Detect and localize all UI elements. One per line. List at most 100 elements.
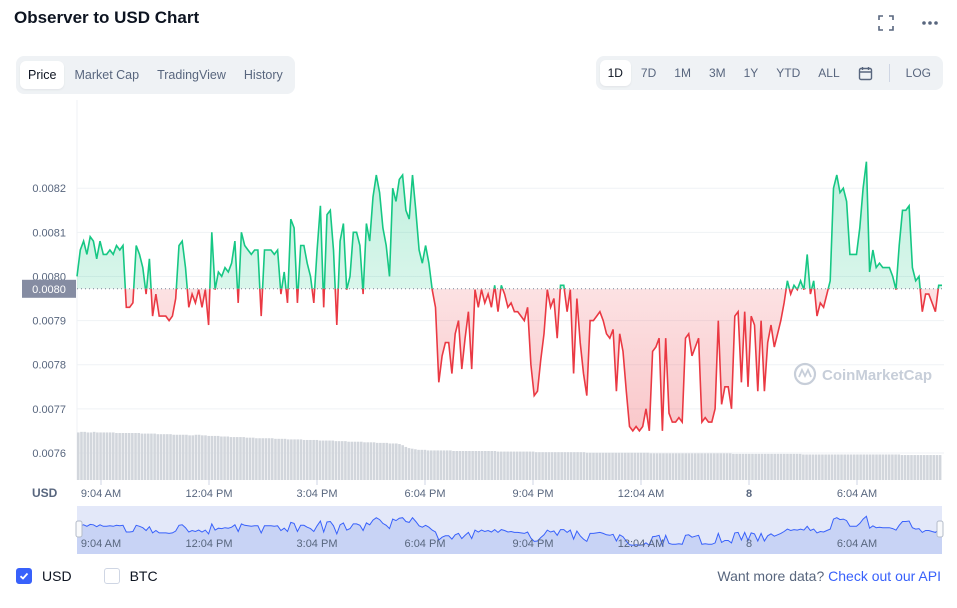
volume-bar <box>455 451 459 480</box>
volume-bar <box>248 437 252 480</box>
range-ytd[interactable]: YTD <box>776 66 801 80</box>
volume-bar <box>700 453 703 480</box>
volume-bar <box>805 454 808 480</box>
volume-bar <box>499 451 503 480</box>
navigator-tick-label: 12:04 AM <box>618 538 664 550</box>
volume-bar <box>239 437 242 480</box>
volume-bar <box>321 440 325 480</box>
volume-bar <box>690 453 694 480</box>
volume-bar <box>391 443 395 480</box>
volume-bar <box>121 433 125 480</box>
volume-bar <box>506 451 509 480</box>
volume-bar <box>105 432 109 480</box>
usd-checkbox[interactable] <box>16 568 32 584</box>
volume-bar <box>821 454 824 480</box>
navigator-handle-right[interactable] <box>936 520 944 538</box>
volume-bar <box>894 454 897 480</box>
volume-bar <box>337 441 341 480</box>
api-promo: Want more data? Check out our API <box>717 568 941 584</box>
range-1y[interactable]: 1Y <box>743 66 759 80</box>
y-tick-label: 0.0079 <box>32 316 66 328</box>
volume-bar <box>811 454 815 480</box>
volume-bar <box>468 451 471 480</box>
volume-bar <box>366 442 369 480</box>
volume-bar <box>92 431 96 480</box>
price-line-up <box>76 161 942 289</box>
volume-bar <box>309 439 312 480</box>
volume-bar <box>360 441 363 480</box>
navigator-handle-left[interactable] <box>75 520 83 538</box>
volume-bar <box>255 438 258 480</box>
volume-bar <box>150 433 153 480</box>
volume-bar <box>604 452 608 480</box>
volume-bar <box>862 454 866 480</box>
volume-bar <box>388 443 392 480</box>
volume-bar <box>159 434 163 480</box>
volume-bar <box>563 452 567 480</box>
volume-bar <box>652 453 656 480</box>
y-tick-label: 0.0078 <box>32 360 66 372</box>
volume-bar <box>582 452 586 480</box>
volume-bar <box>296 439 300 480</box>
tab-tradingview[interactable]: TradingView <box>157 68 226 82</box>
volume-bar <box>382 442 385 480</box>
volume-bar <box>623 452 627 480</box>
volume-bar <box>887 454 891 480</box>
volume-bar <box>681 453 684 480</box>
range-navigator[interactable]: 9:04 AM 12:04 PM 3:04 PM 6:04 PM 9:04 PM 12:0… <box>75 506 944 554</box>
btc-checkbox[interactable] <box>103 568 120 584</box>
volume-bar <box>340 441 344 480</box>
volume-bar <box>474 451 478 480</box>
volume-bar <box>143 433 147 480</box>
tab-history[interactable]: History <box>243 68 283 82</box>
volume-bar <box>80 431 83 480</box>
more-icon[interactable] <box>919 12 941 34</box>
range-3m[interactable]: 3M <box>708 66 726 80</box>
tab-market-cap[interactable]: Market Cap <box>74 68 140 82</box>
volume-bar <box>907 455 910 480</box>
log-toggle[interactable]: LOG <box>905 66 931 80</box>
volume-bar <box>283 438 287 480</box>
volume-bar <box>178 434 182 480</box>
volume-bar <box>830 454 834 480</box>
volume-bar <box>636 452 640 480</box>
range-1d[interactable]: 1D <box>599 60 631 86</box>
volume-bar <box>926 455 929 480</box>
volume-bar <box>674 453 678 480</box>
volume-bar <box>716 453 719 480</box>
volume-bar <box>232 437 236 480</box>
volume-bar <box>668 453 672 480</box>
btc-label: BTC <box>129 568 158 584</box>
expand-icon[interactable] <box>875 12 897 34</box>
watermark-text: CoinMarketCap <box>822 367 932 384</box>
volume-bar <box>210 435 214 480</box>
range-7d[interactable]: 7D <box>640 66 657 80</box>
price-chart[interactable]: 0.0082 0.0081 0.0080 0.0079 0.0078 0.0077 0.00… <box>0 100 957 560</box>
y-tick-label: 0.0076 <box>32 448 66 460</box>
volume-bar <box>515 451 519 480</box>
volume-bar <box>134 433 137 480</box>
calendar-icon[interactable] <box>850 60 881 86</box>
volume-bar <box>433 450 436 480</box>
volume-bar <box>137 433 141 480</box>
x-tick-label: 3:04 PM <box>297 488 338 500</box>
navigator-tick-label: 9:04 PM <box>513 538 554 550</box>
volume-bar <box>398 444 401 480</box>
volume-bar <box>547 452 551 480</box>
volume-bar <box>738 453 742 480</box>
volume-bar <box>846 454 850 480</box>
tab-price[interactable]: Price <box>20 61 65 89</box>
volume-bar <box>744 453 748 480</box>
volume-bar <box>808 454 812 480</box>
range-1m[interactable]: 1M <box>674 66 691 80</box>
navigator-tick-label: 8 <box>746 538 752 550</box>
range-all[interactable]: ALL <box>818 66 840 80</box>
volume-bar <box>719 453 722 480</box>
api-link[interactable]: Check out our API <box>828 568 941 584</box>
volume-bar <box>519 451 522 480</box>
volume-bar <box>162 434 166 480</box>
volume-bar <box>471 451 474 480</box>
volume-bars <box>77 431 942 480</box>
volume-bar <box>251 437 255 480</box>
volume-bar <box>693 453 697 480</box>
